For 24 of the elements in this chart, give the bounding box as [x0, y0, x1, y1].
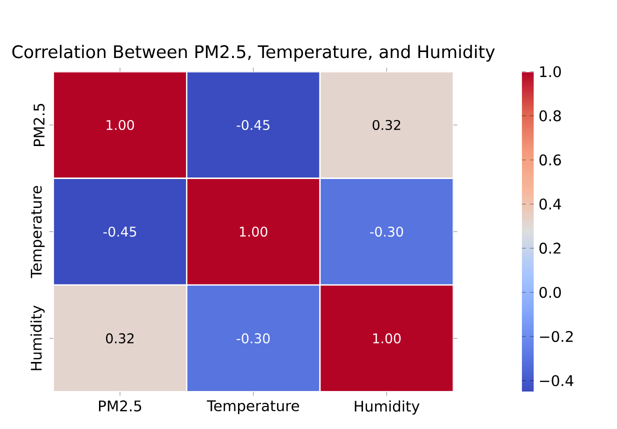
y-tick-label: Humidity: [30, 306, 45, 370]
data-label: 1.00: [240, 226, 268, 237]
data-label: 1.00: [373, 333, 401, 344]
color-bar-label: 0.8: [539, 110, 561, 122]
x-tick-label: PM2.5: [99, 400, 142, 412]
y-tick-label: Temperature: [30, 186, 45, 278]
data-label: 1.00: [106, 120, 134, 130]
data-label: -0.45: [236, 120, 270, 130]
x-tick-label: Humidity: [354, 400, 420, 415]
data-label: 0.32: [372, 120, 400, 130]
color-bar-label: 0.0: [539, 286, 561, 298]
data-label: 0.32: [106, 333, 134, 344]
data-label: -0.30: [236, 333, 270, 344]
data-label: -0.30: [370, 226, 404, 237]
data-label: -0.45: [103, 226, 136, 237]
chart-title: Correlation Between PM2.5, Temperature, and Humidity: [12, 44, 495, 62]
color-bar-label: 1.0: [540, 66, 561, 78]
color-bar-label: −0.2: [540, 330, 573, 342]
x-tick-label: Temperature: [206, 400, 300, 414]
color-bar-label: 0.4: [539, 198, 562, 210]
color-bar-label: 0.2: [539, 242, 560, 254]
y-tick-label: PM2.5: [34, 104, 45, 146]
color-bar-label: −0.4: [540, 375, 574, 386]
color-bar-label: 0.6: [539, 154, 561, 166]
